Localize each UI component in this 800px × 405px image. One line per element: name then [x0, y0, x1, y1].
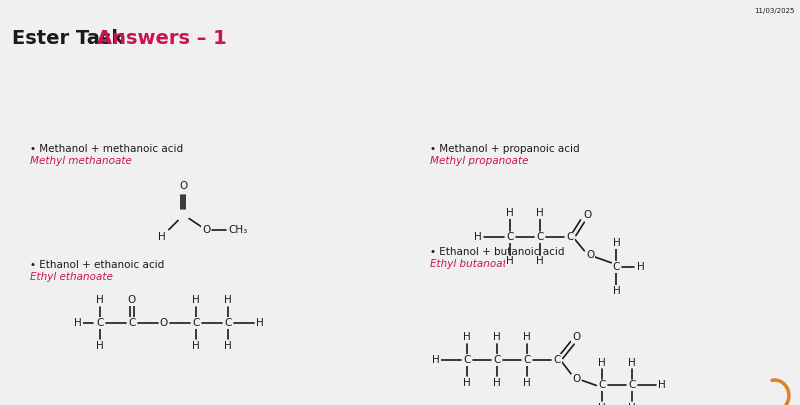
- Text: H: H: [463, 378, 471, 388]
- Text: H: H: [96, 341, 104, 351]
- Text: C: C: [554, 355, 561, 365]
- Text: H: H: [432, 355, 440, 365]
- Text: H: H: [224, 341, 232, 351]
- Text: H: H: [658, 380, 666, 390]
- Text: H: H: [523, 378, 531, 388]
- Text: Methyl propanoate: Methyl propanoate: [430, 156, 529, 166]
- Text: O: O: [586, 250, 594, 260]
- Text: C: C: [96, 318, 104, 328]
- Text: H: H: [493, 332, 501, 342]
- Text: C: C: [463, 355, 470, 365]
- Text: C: C: [224, 318, 232, 328]
- Text: Ethyl butanoate: Ethyl butanoate: [430, 259, 513, 269]
- Text: C: C: [523, 355, 530, 365]
- Text: O: O: [202, 225, 210, 235]
- Text: H: H: [463, 332, 471, 342]
- Text: Ester Task: Ester Task: [12, 28, 131, 47]
- Text: O: O: [572, 332, 581, 342]
- Text: C: C: [629, 380, 636, 390]
- Text: C: C: [506, 232, 514, 243]
- Text: H: H: [613, 238, 620, 248]
- Text: H: H: [506, 256, 514, 266]
- Text: H: H: [256, 318, 264, 328]
- Text: H: H: [192, 341, 200, 351]
- Text: H: H: [536, 256, 544, 266]
- Text: H: H: [506, 209, 514, 218]
- Text: O: O: [583, 210, 591, 220]
- Text: • Ethanol + butanoic acid: • Ethanol + butanoic acid: [430, 247, 565, 258]
- Text: • Methanol + methanoic acid: • Methanol + methanoic acid: [30, 144, 183, 153]
- Text: C: C: [192, 318, 200, 328]
- Text: H: H: [474, 232, 482, 243]
- Text: O: O: [572, 375, 581, 384]
- Text: C: C: [128, 318, 136, 328]
- Text: C: C: [494, 355, 501, 365]
- Text: C: C: [598, 380, 606, 390]
- Text: C: C: [566, 232, 574, 243]
- Text: Answers – 1: Answers – 1: [97, 28, 226, 47]
- Text: H: H: [96, 295, 104, 305]
- Text: H: H: [629, 358, 636, 367]
- Text: H: H: [493, 378, 501, 388]
- Text: H: H: [613, 286, 620, 296]
- Text: H: H: [224, 295, 232, 305]
- Text: O: O: [160, 318, 168, 328]
- Text: • Methanol + propanoic acid: • Methanol + propanoic acid: [430, 144, 580, 153]
- Text: C: C: [613, 262, 620, 272]
- Text: H: H: [74, 318, 82, 328]
- Text: H: H: [158, 232, 166, 242]
- Text: Methyl methanoate: Methyl methanoate: [30, 156, 132, 166]
- Text: H: H: [637, 262, 644, 272]
- Text: H: H: [629, 403, 636, 405]
- Text: C: C: [536, 232, 544, 243]
- Text: 11/03/2025: 11/03/2025: [754, 9, 795, 15]
- Text: H: H: [523, 332, 531, 342]
- Text: CH₃: CH₃: [229, 225, 248, 235]
- Text: H: H: [536, 209, 544, 218]
- Text: Ethyl ethanoate: Ethyl ethanoate: [30, 272, 113, 282]
- Text: • Ethanol + ethanoic acid: • Ethanol + ethanoic acid: [30, 260, 164, 271]
- Text: O: O: [179, 181, 187, 191]
- Text: H: H: [598, 358, 606, 367]
- Text: O: O: [128, 295, 136, 305]
- Text: H: H: [598, 403, 606, 405]
- Text: H: H: [192, 295, 200, 305]
